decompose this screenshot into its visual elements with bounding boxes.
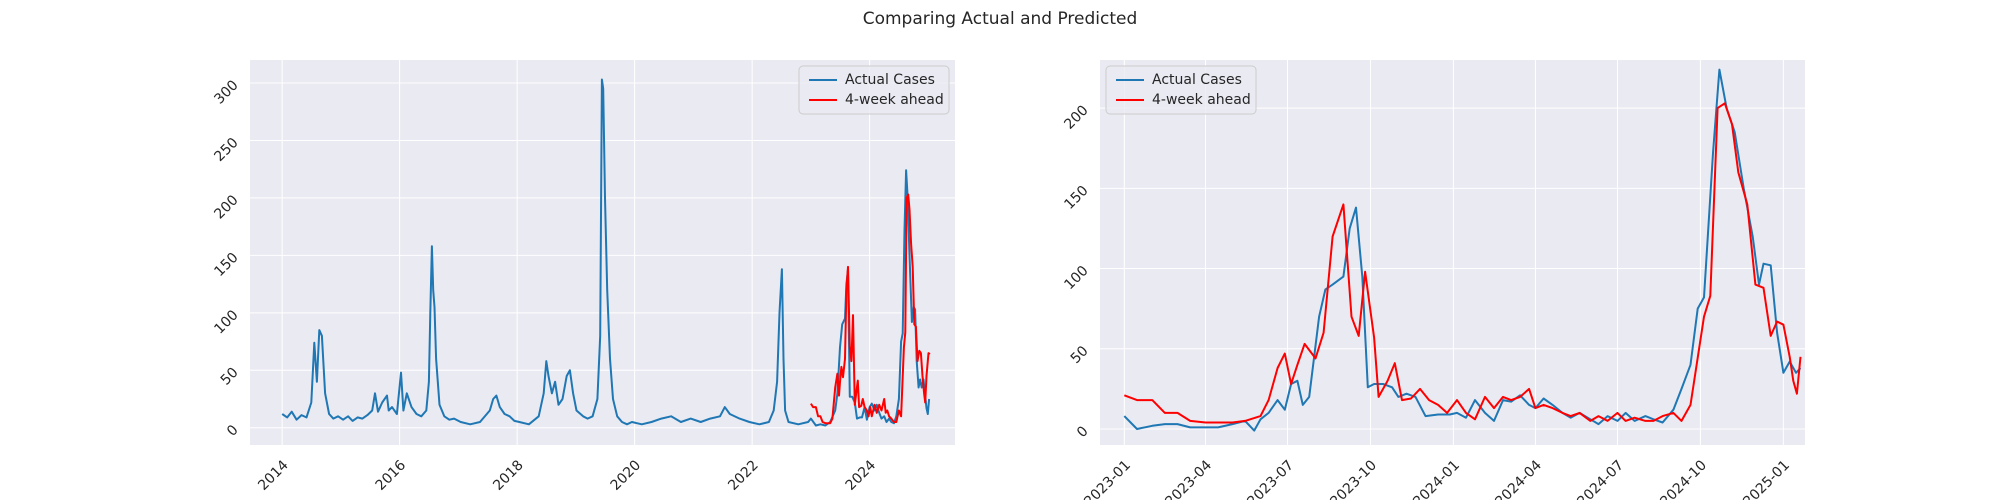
y-tick-label: 50 [1068,343,1092,367]
x-tick-label: 2016 [373,457,410,494]
x-tick-label: 2024-01 [1410,457,1463,500]
x-tick-label: 2024-04 [1492,457,1545,500]
x-tick-label: 2023-01 [1081,457,1134,500]
y-tick-label: 100 [1061,263,1091,293]
series-line-predicted [810,193,931,425]
y-tick-label: 0 [1074,423,1092,441]
x-tick-label: 2025-01 [1740,457,1793,500]
x-tick-label: 2022 [725,457,762,494]
y-tick-label: 50 [218,365,242,389]
x-tick-label: 2024-07 [1574,457,1627,500]
legend: Actual Cases 4-week ahead [798,65,950,115]
x-tick-label: 2020 [608,457,645,494]
legend: Actual Cases 4-week ahead [1105,65,1257,115]
y-tick-label: 100 [211,307,241,337]
legend-label: Actual Cases [1152,72,1242,88]
x-tick-label: 2018 [490,457,527,494]
series-line-predicted [1123,102,1802,424]
y-tick-label: 200 [211,192,241,222]
x-tick-label: 2024-10 [1657,457,1710,500]
chart-left: 2014 2016 2018 2020 2022 2024 0 50 100 150 200 250 3… [211,60,955,494]
legend-box [1105,65,1257,115]
x-tick-label: 2023-07 [1244,457,1297,500]
figure-title: Comparing Actual and Predicted [863,9,1138,29]
series-line-actual [1123,68,1802,432]
x-tick-label: 2014 [255,457,292,494]
legend-label: 4-week ahead [845,92,944,108]
plot-area [1100,60,1805,445]
y-tick-label: 150 [211,250,241,280]
y-tick-label: 250 [211,135,241,165]
x-tick-label: 2024 [843,457,880,494]
legend-label: 4-week ahead [1152,92,1251,108]
legend-box [798,65,950,115]
x-tick-label: 2023-04 [1162,457,1215,500]
y-tick-label: 0 [224,422,242,440]
legend-label: Actual Cases [845,72,935,88]
chart-right: 2023-01 2023-04 2023-07 2023-10 2024-01 2024-… [1061,60,1805,500]
x-tick-label: 2023-10 [1327,457,1380,500]
y-tick-label: 200 [1061,102,1091,132]
y-tick-label: 150 [1061,183,1091,213]
y-tick-label: 300 [211,77,241,107]
